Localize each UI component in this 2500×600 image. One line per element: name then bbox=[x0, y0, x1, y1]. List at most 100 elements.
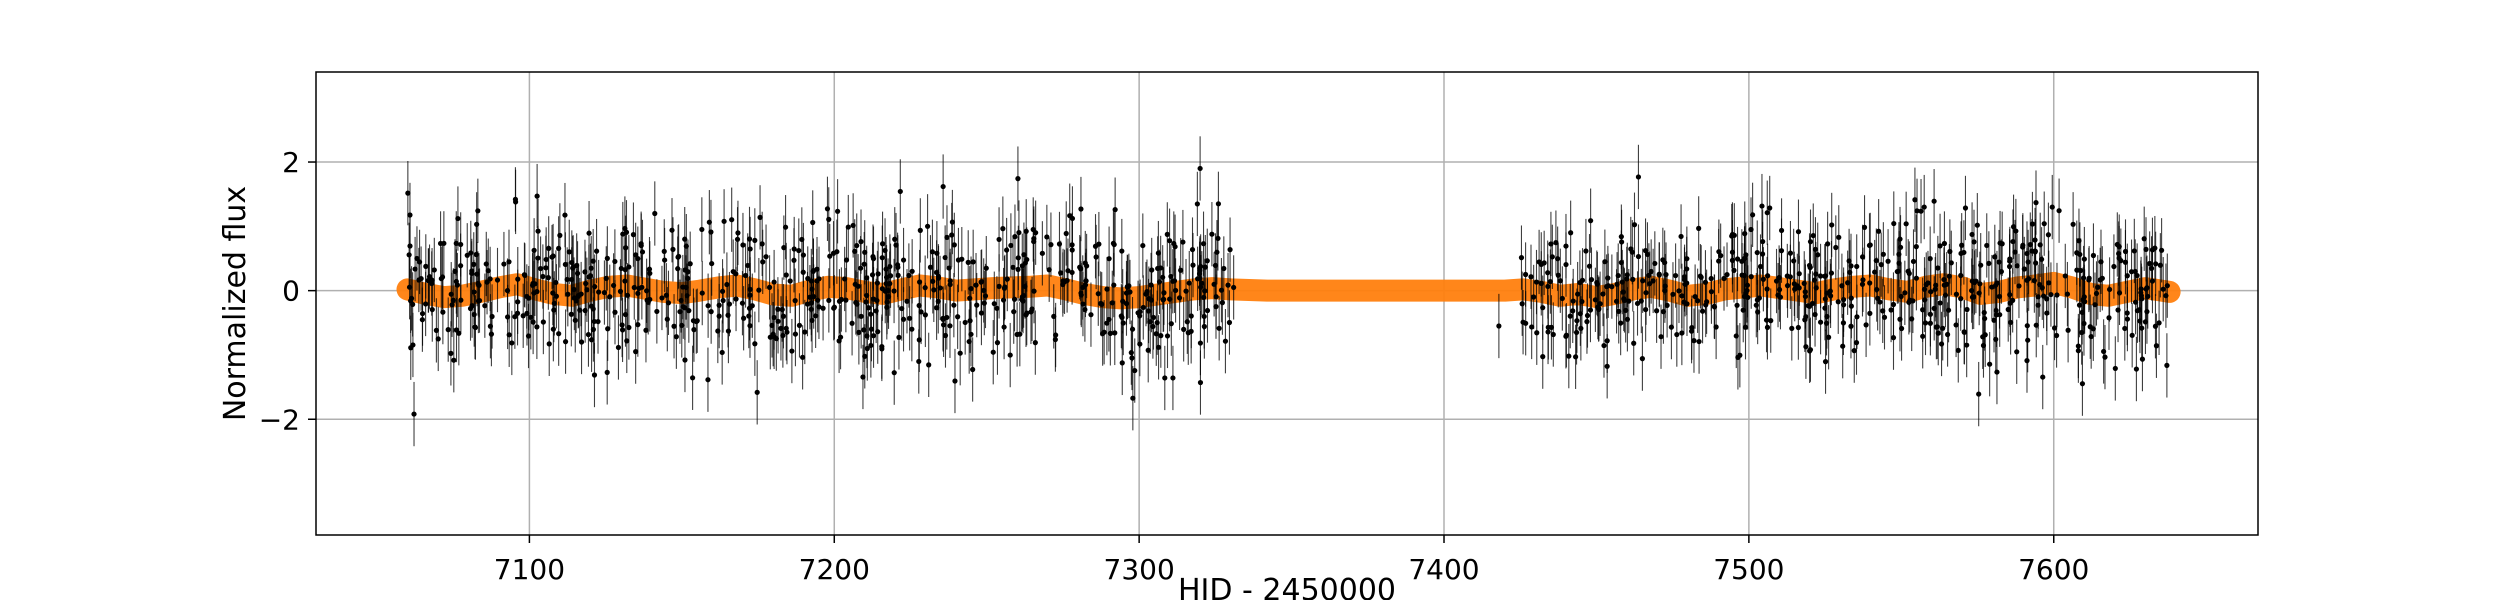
data-point bbox=[855, 283, 861, 289]
data-point bbox=[2075, 343, 2081, 349]
data-point bbox=[792, 298, 798, 304]
data-point bbox=[741, 315, 747, 321]
data-point bbox=[970, 366, 976, 373]
data-point bbox=[909, 326, 915, 332]
data-point bbox=[1033, 230, 1039, 236]
data-point bbox=[1518, 255, 1525, 261]
data-point bbox=[593, 248, 600, 254]
data-point bbox=[2124, 310, 2130, 316]
data-point bbox=[1791, 258, 1797, 264]
data-point bbox=[2044, 296, 2050, 302]
data-point bbox=[1947, 248, 1953, 255]
data-point bbox=[1146, 296, 1152, 302]
data-point bbox=[1691, 338, 1697, 344]
data-point bbox=[810, 219, 816, 226]
data-point bbox=[583, 280, 589, 287]
data-point bbox=[1760, 238, 1766, 245]
data-point bbox=[1575, 291, 1581, 297]
data-point bbox=[966, 338, 972, 345]
data-point bbox=[601, 289, 608, 296]
data-point bbox=[1848, 263, 1854, 269]
data-point bbox=[947, 323, 953, 329]
data-point bbox=[591, 318, 597, 325]
data-point bbox=[458, 263, 464, 269]
data-point bbox=[501, 261, 507, 267]
data-point bbox=[2106, 286, 2113, 293]
data-point bbox=[2016, 283, 2022, 289]
data-point bbox=[1660, 257, 1666, 263]
data-point bbox=[620, 231, 626, 237]
data-point bbox=[1555, 272, 1561, 278]
data-point bbox=[591, 372, 598, 378]
data-point bbox=[562, 339, 569, 345]
data-point bbox=[1854, 314, 1860, 320]
data-point bbox=[709, 260, 715, 267]
data-point bbox=[1902, 290, 1908, 296]
data-point bbox=[2101, 348, 2107, 355]
data-point bbox=[2007, 258, 2013, 264]
data-point bbox=[1629, 249, 1635, 255]
data-point bbox=[725, 312, 731, 318]
data-point bbox=[664, 316, 670, 322]
data-point bbox=[633, 349, 639, 355]
data-point bbox=[1982, 315, 1988, 322]
data-point bbox=[1845, 280, 1851, 286]
data-point bbox=[719, 349, 725, 356]
data-point bbox=[1841, 302, 1847, 308]
data-point bbox=[1759, 203, 1765, 209]
data-point bbox=[414, 255, 420, 262]
data-point bbox=[445, 327, 451, 333]
data-point bbox=[1584, 319, 1590, 325]
data-point bbox=[2111, 263, 2117, 270]
data-point bbox=[482, 303, 488, 309]
data-point bbox=[617, 288, 624, 294]
data-point bbox=[1836, 234, 1842, 240]
data-point bbox=[1553, 240, 1559, 246]
data-point bbox=[1570, 298, 1576, 304]
data-point bbox=[967, 295, 973, 301]
data-point bbox=[1019, 294, 1025, 300]
data-point bbox=[2039, 256, 2045, 262]
x-tick-label: 7500 bbox=[1713, 553, 1784, 586]
data-point bbox=[512, 196, 519, 202]
data-point bbox=[451, 357, 457, 363]
data-point bbox=[1183, 288, 1189, 294]
data-point bbox=[2040, 374, 2046, 380]
data-point bbox=[1721, 275, 1727, 282]
data-point bbox=[895, 272, 901, 278]
data-point bbox=[647, 296, 653, 303]
data-point bbox=[654, 308, 660, 315]
data-point bbox=[1815, 252, 1821, 258]
data-point bbox=[1754, 297, 1760, 303]
data-point bbox=[1176, 295, 1183, 301]
data-point bbox=[1933, 324, 1939, 330]
data-point bbox=[1964, 306, 1970, 313]
data-point bbox=[849, 320, 855, 326]
data-point bbox=[791, 246, 797, 252]
data-point bbox=[1545, 324, 1551, 330]
data-point bbox=[1737, 352, 1743, 358]
data-point bbox=[582, 269, 588, 275]
data-point bbox=[2133, 366, 2140, 372]
data-point bbox=[1634, 300, 1641, 307]
data-point bbox=[983, 265, 989, 271]
data-point bbox=[951, 242, 957, 248]
data-point bbox=[540, 319, 546, 325]
data-point bbox=[858, 265, 864, 271]
data-point bbox=[1881, 314, 1888, 320]
data-point bbox=[705, 377, 711, 383]
data-point bbox=[1209, 231, 1215, 237]
data-point bbox=[630, 232, 637, 238]
data-point bbox=[1023, 228, 1029, 234]
data-point bbox=[2048, 291, 2054, 298]
data-point bbox=[1822, 359, 1829, 365]
data-point bbox=[973, 282, 979, 288]
data-point bbox=[1754, 249, 1760, 256]
data-point bbox=[1940, 325, 1946, 331]
data-point bbox=[1540, 305, 1546, 311]
data-point bbox=[1923, 281, 1929, 288]
data-point bbox=[830, 250, 837, 256]
data-point bbox=[813, 313, 819, 319]
data-point bbox=[2080, 275, 2087, 281]
data-point bbox=[799, 236, 805, 243]
